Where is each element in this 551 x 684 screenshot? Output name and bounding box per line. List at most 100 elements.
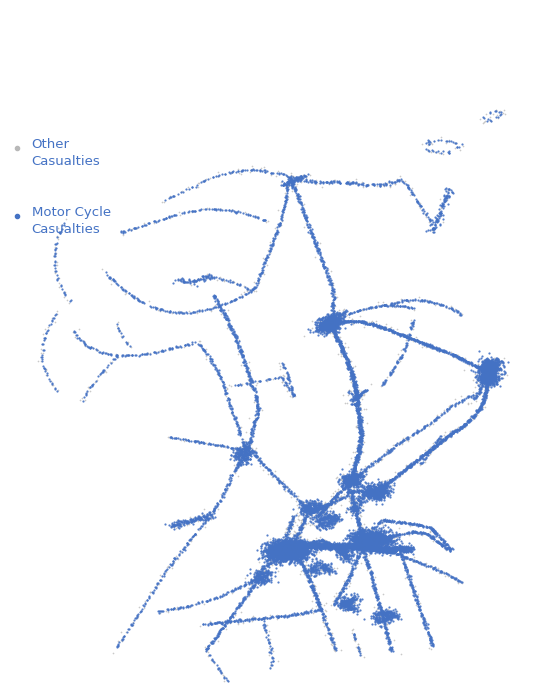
Point [276,551,285,562]
Point [376,484,385,495]
Point [353,490,362,501]
Point [269,541,278,552]
Point [482,384,491,395]
Point [390,328,398,339]
Point [286,521,295,531]
Point [359,538,368,549]
Point [338,316,347,327]
Point [401,541,409,552]
Point [285,544,294,555]
Point [266,545,274,556]
Point [466,412,474,423]
Point [402,546,410,557]
Point [483,378,491,389]
Point [381,535,390,546]
Point [380,475,389,486]
Point [353,552,361,563]
Point [314,543,323,554]
Point [354,552,363,563]
Point [366,527,375,538]
Point [237,434,246,445]
Point [416,460,425,471]
Point [353,476,361,487]
Point [348,602,356,613]
Point [285,179,294,189]
Point [191,529,199,540]
Point [338,317,347,328]
Point [439,535,447,546]
Point [279,550,288,561]
Point [241,440,250,451]
Point [347,531,356,542]
Point [347,474,356,485]
Point [280,527,289,538]
Point [50,312,58,323]
Point [288,512,297,523]
Point [285,532,294,543]
Point [206,352,214,363]
Point [374,518,382,529]
Point [327,314,336,325]
Point [273,544,282,555]
Point [289,545,298,556]
Point [231,416,240,427]
Point [279,207,288,218]
Point [323,312,332,323]
Point [358,536,366,547]
Point [352,378,360,389]
Point [310,505,318,516]
Point [371,492,380,503]
Point [403,573,412,584]
Point [368,538,376,549]
Point [346,367,355,378]
Point [251,383,260,394]
Point [180,516,189,527]
Point [376,607,385,618]
Point [276,544,285,555]
Point [364,529,372,540]
Point [263,539,272,550]
Point [432,436,441,447]
Point [329,317,338,328]
Point [326,315,334,326]
Point [250,447,258,458]
Point [402,552,410,563]
Point [238,347,247,358]
Point [365,531,374,542]
Point [171,553,180,564]
Point [307,563,316,574]
Point [358,540,367,551]
Point [334,334,343,345]
Point [479,363,488,373]
Point [174,521,182,532]
Point [299,501,308,512]
Point [246,568,255,579]
Point [338,472,347,483]
Point [374,486,383,497]
Point [373,545,382,556]
Point [334,547,343,558]
Point [249,575,258,586]
Point [352,547,361,557]
Point [486,379,495,390]
Point [321,315,330,326]
Point [356,542,365,553]
Point [482,382,491,393]
Point [285,550,294,561]
Point [363,531,372,542]
Point [372,179,381,189]
Point [327,313,336,324]
Point [400,330,409,341]
Point [282,536,290,547]
Point [397,648,406,659]
Point [369,533,378,544]
Point [343,539,352,550]
Point [370,484,379,495]
Point [474,404,483,415]
Point [352,384,360,395]
Point [236,168,245,179]
Point [342,541,350,552]
Point [379,490,387,501]
Point [280,551,289,562]
Point [395,611,403,622]
